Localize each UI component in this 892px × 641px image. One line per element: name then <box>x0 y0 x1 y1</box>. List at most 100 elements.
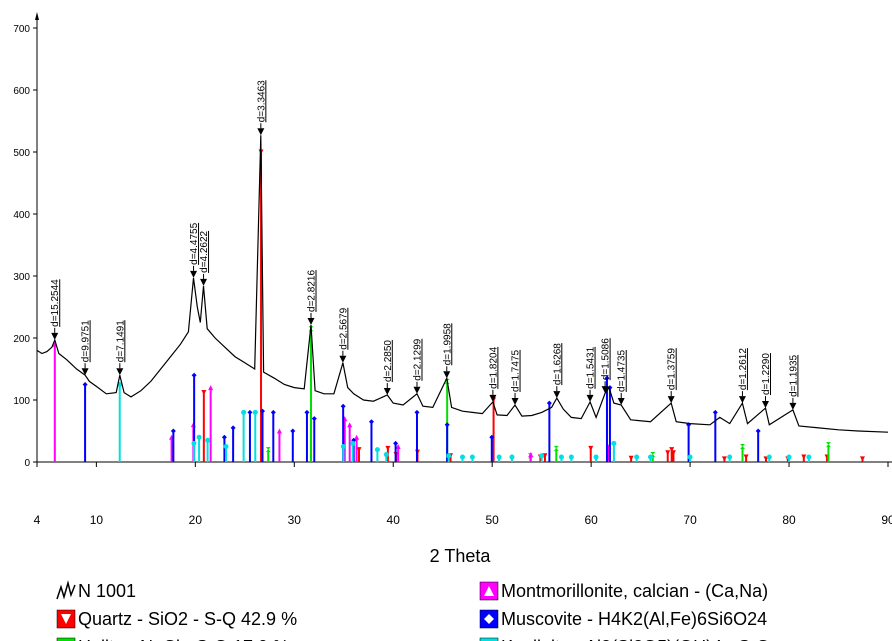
peak-label: d=7.1491 <box>115 320 126 362</box>
y-axis-arrow <box>35 12 39 20</box>
reference-marker <box>304 409 310 415</box>
reference-marker <box>265 447 271 453</box>
reference-marker <box>208 385 214 391</box>
reference-marker <box>252 409 258 415</box>
peak-label: d=3.3463 <box>256 80 267 122</box>
peak-label: d=1.7475 <box>511 350 522 392</box>
reference-marker <box>221 434 227 440</box>
x-tick-label: 90 <box>881 513 892 527</box>
reference-marker <box>528 452 534 458</box>
reference-marker <box>806 454 812 460</box>
peak-marker <box>190 270 198 278</box>
reference-marker <box>356 447 362 453</box>
reference-marker <box>469 454 475 460</box>
reference-marker <box>368 419 374 425</box>
reference-marker <box>634 454 640 460</box>
x-tick-label: 50 <box>486 513 500 527</box>
legend-label: N 1001 <box>78 581 136 601</box>
peak-marker <box>307 317 315 325</box>
legend-label: Montmorillonite, calcian - (Ca,Na) <box>501 581 768 601</box>
peak-label: d=1.5431 <box>586 346 597 388</box>
reference-marker <box>460 454 465 460</box>
peak-label: d=1.8204 <box>488 346 499 388</box>
peak-marker <box>553 391 561 399</box>
x-tick-label: 4 <box>34 513 41 527</box>
reference-marker <box>648 454 654 460</box>
reference-marker <box>191 372 197 378</box>
reference-marker <box>740 444 746 449</box>
y-tick-label: 200 <box>13 334 30 345</box>
x-tick-label: 20 <box>189 513 203 527</box>
reference-marker <box>350 440 356 446</box>
reference-marker <box>568 454 574 460</box>
reference-marker <box>743 454 749 460</box>
y-tick-label: 600 <box>13 86 30 97</box>
legend-label: Kaolinite - Al2(Si2O5)(OH)4 - S-Q <box>501 637 770 641</box>
peak-marker <box>200 278 208 286</box>
peak-label: d=1.5086 <box>601 338 612 380</box>
legend-swatch <box>56 637 76 641</box>
x-axis-label: 2 Theta <box>430 546 492 566</box>
legend-swatch <box>479 637 499 641</box>
x-tick-label: 30 <box>288 513 302 527</box>
y-tick-label: 300 <box>13 272 30 283</box>
x-tick-label: 10 <box>90 513 104 527</box>
y-tick-label: 500 <box>13 148 30 159</box>
reference-marker <box>340 403 346 409</box>
peak-marker <box>617 397 625 405</box>
x-tick-label: 60 <box>584 513 598 527</box>
reference-marker <box>170 428 176 434</box>
peak-marker <box>511 397 519 405</box>
reference-marker <box>687 454 693 460</box>
reference-marker <box>604 375 610 381</box>
reference-marker <box>727 454 733 460</box>
reference-marker <box>558 454 564 460</box>
reference-marker <box>374 447 380 453</box>
peak-label: d=1.9958 <box>442 323 453 365</box>
reference-marker <box>347 422 353 428</box>
peak-marker <box>601 386 609 394</box>
x-tick-label: 70 <box>683 513 697 527</box>
reference-marker <box>196 434 202 440</box>
legend-symbol <box>61 614 71 624</box>
reference-marker <box>223 444 229 449</box>
x-tick-label: 80 <box>782 513 796 527</box>
reference-marker <box>205 437 211 443</box>
reference-marker <box>825 442 831 448</box>
y-tick-label: 700 <box>13 24 30 35</box>
reference-marker <box>712 409 718 415</box>
peak-label: d=15.2544 <box>50 279 61 327</box>
reference-marker <box>201 390 207 396</box>
reference-marker <box>395 444 401 449</box>
reference-marker <box>669 447 675 453</box>
reference-marker <box>509 454 515 460</box>
peak-label: d=1.6268 <box>552 343 563 385</box>
peak-label: d=1.2290 <box>761 353 772 395</box>
peak-label: d=2.2850 <box>383 340 394 382</box>
reference-marker <box>230 425 236 431</box>
reference-marker <box>593 454 599 460</box>
reference-marker <box>414 409 420 415</box>
peak-marker <box>116 368 124 376</box>
peak-label: d=2.1299 <box>412 338 423 380</box>
reference-marker <box>546 400 552 406</box>
peak-label: d=1.2612 <box>738 348 749 390</box>
reference-marker <box>276 428 282 434</box>
reference-marker <box>270 409 276 415</box>
legend-symbol <box>484 614 494 624</box>
legend-label: Halite - NaCl - S-Q 17.9 % <box>78 637 289 641</box>
reference-marker <box>859 456 865 462</box>
peak-label: d=2.8216 <box>307 270 318 312</box>
reference-marker <box>247 409 253 415</box>
reference-marker <box>446 453 452 459</box>
reference-marker <box>260 408 266 414</box>
reference-marker <box>290 428 296 434</box>
reference-marker <box>755 428 761 434</box>
peak-marker <box>51 332 59 340</box>
reference-marker <box>766 454 772 460</box>
peak-label: d=4.2622 <box>199 230 210 272</box>
legend-swatch <box>56 580 76 600</box>
reference-marker <box>393 440 399 446</box>
